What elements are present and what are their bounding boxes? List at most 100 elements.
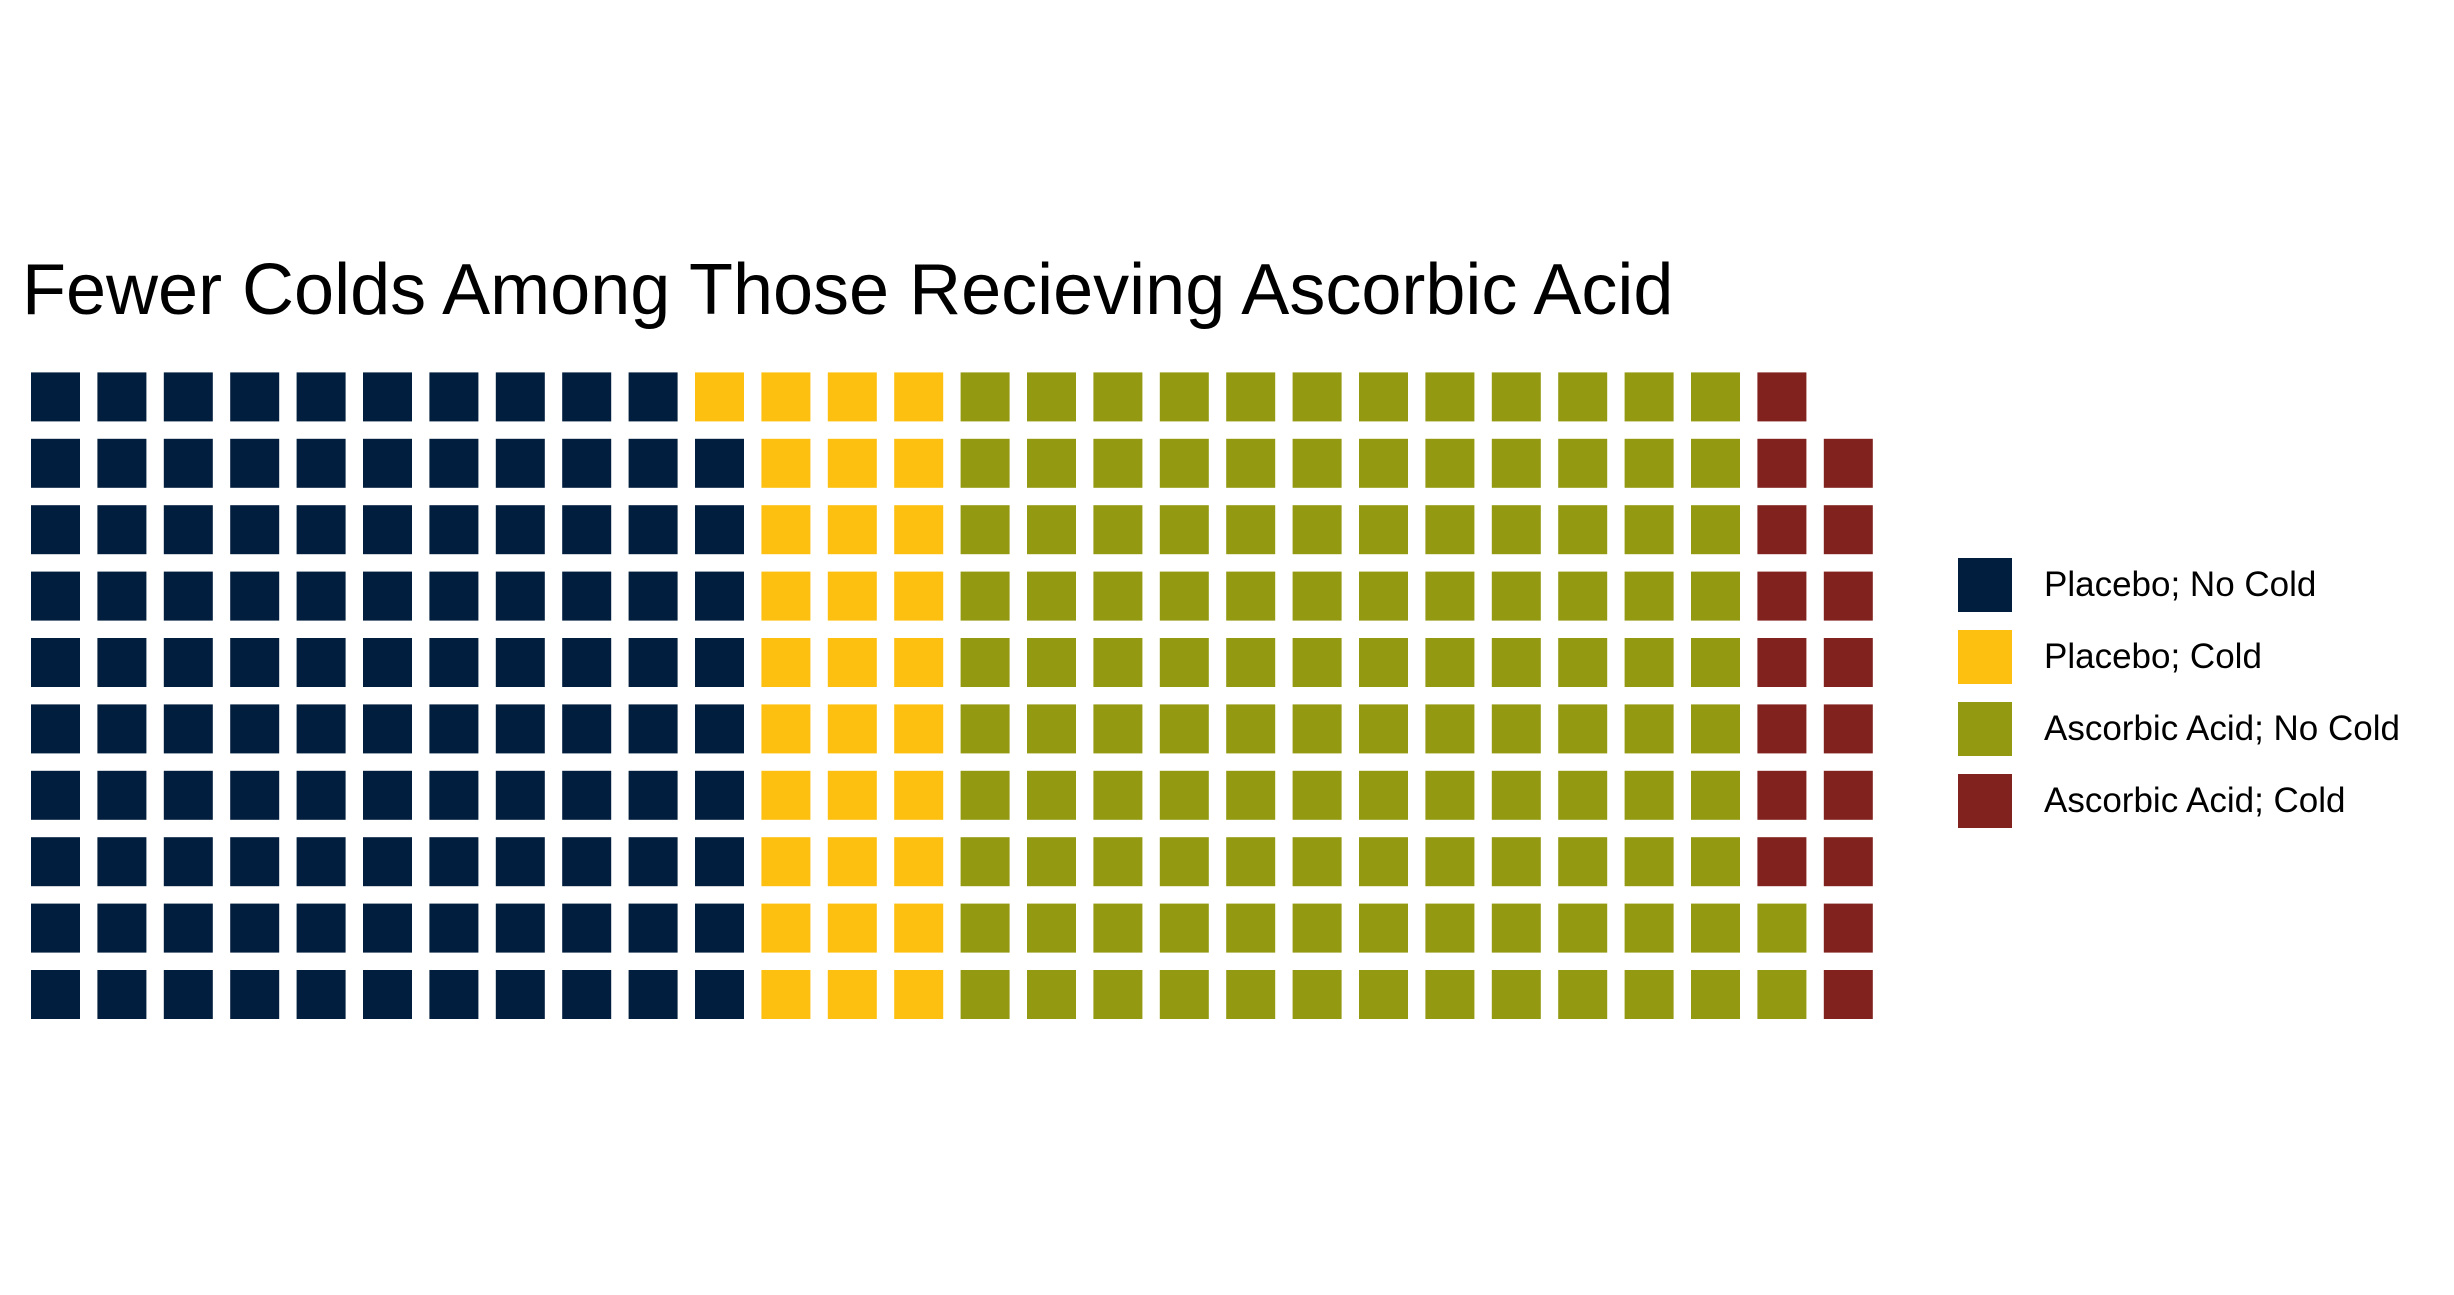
waffle-cell <box>1624 903 1674 953</box>
waffle-cell <box>894 770 944 820</box>
waffle-cell <box>1691 638 1740 687</box>
waffle-cell <box>1159 903 1209 953</box>
waffle-cell <box>1093 505 1143 555</box>
waffle-cell <box>296 571 346 621</box>
waffle-cell <box>495 571 545 621</box>
waffle-cell <box>1558 970 1608 1019</box>
waffle-cell <box>31 970 80 1019</box>
waffle-cell <box>31 770 80 820</box>
waffle-cell <box>1757 571 1807 621</box>
waffle-cell <box>827 505 877 555</box>
waffle-cell <box>960 837 1010 887</box>
waffle-cell <box>1027 970 1076 1019</box>
waffle-cell <box>1823 903 1873 953</box>
waffle-cell <box>827 970 877 1019</box>
waffle-cell <box>1359 970 1408 1019</box>
waffle-cell <box>1159 837 1209 887</box>
waffle-cell <box>163 638 213 687</box>
waffle-cell <box>761 970 811 1019</box>
waffle-cell <box>97 837 147 887</box>
waffle-cell <box>1292 505 1342 555</box>
waffle-cell <box>1624 638 1674 687</box>
waffle-cell <box>1425 770 1475 820</box>
waffle-cell <box>1757 638 1807 687</box>
waffle-cell <box>761 571 811 621</box>
waffle-cell <box>1823 970 1873 1019</box>
waffle-cell <box>495 505 545 555</box>
waffle-cell <box>1226 505 1276 555</box>
waffle-cell <box>31 638 80 687</box>
waffle-cell <box>628 903 678 953</box>
waffle-cell <box>230 372 280 422</box>
waffle-cell <box>1558 638 1608 687</box>
waffle-cell <box>1292 704 1342 754</box>
waffle-cell <box>894 505 944 555</box>
waffle-cell <box>1093 770 1143 820</box>
waffle-cell <box>1558 438 1608 488</box>
waffle-cell <box>1691 372 1740 422</box>
waffle-cell <box>695 970 744 1019</box>
waffle-cell <box>163 770 213 820</box>
waffle-cell <box>960 704 1010 754</box>
waffle-cell <box>827 704 877 754</box>
waffle-cell <box>1292 438 1342 488</box>
waffle-cell <box>827 903 877 953</box>
waffle-cell <box>1491 372 1541 422</box>
waffle-cell <box>363 903 412 953</box>
waffle-cell <box>163 438 213 488</box>
waffle-cell <box>1159 438 1209 488</box>
waffle-cell <box>695 704 744 754</box>
waffle-cell <box>1757 372 1807 422</box>
waffle-cell <box>1691 438 1740 488</box>
waffle-cell <box>1359 638 1408 687</box>
waffle-cell <box>1624 438 1674 488</box>
waffle-cell <box>562 837 612 887</box>
waffle-cell <box>1226 571 1276 621</box>
waffle-cell <box>495 638 545 687</box>
waffle-cell <box>296 770 346 820</box>
waffle-cell <box>562 970 612 1019</box>
waffle-cell <box>495 372 545 422</box>
waffle-cell <box>1624 571 1674 621</box>
waffle-cell <box>97 770 147 820</box>
waffle-cell <box>1823 704 1873 754</box>
waffle-cell <box>1491 903 1541 953</box>
waffle-cell <box>1027 903 1076 953</box>
waffle-cell <box>894 571 944 621</box>
waffle-cell <box>827 638 877 687</box>
legend-label: Placebo; No Cold <box>2044 565 2317 604</box>
waffle-cell <box>1359 770 1408 820</box>
waffle-cell <box>1757 903 1807 953</box>
waffle-cell <box>230 438 280 488</box>
waffle-cell <box>429 704 479 754</box>
waffle-cell <box>1558 372 1608 422</box>
waffle-cell <box>1159 372 1209 422</box>
legend-label: Ascorbic Acid; Cold <box>2044 781 2346 820</box>
waffle-cell <box>296 903 346 953</box>
waffle-cell <box>1159 770 1209 820</box>
waffle-cell <box>1624 372 1674 422</box>
waffle-cell <box>695 638 744 687</box>
waffle-cell <box>628 770 678 820</box>
waffle-cell <box>1159 505 1209 555</box>
waffle-cell <box>1226 770 1276 820</box>
waffle-cell <box>97 903 147 953</box>
waffle-cell <box>1292 770 1342 820</box>
waffle-cell <box>1027 704 1076 754</box>
waffle-cell <box>628 704 678 754</box>
waffle-cell <box>1624 704 1674 754</box>
waffle-cell <box>230 903 280 953</box>
waffle-cell <box>163 505 213 555</box>
waffle-cell <box>695 571 744 621</box>
waffle-cell <box>429 638 479 687</box>
waffle-cell <box>429 970 479 1019</box>
waffle-cell <box>894 438 944 488</box>
waffle-cell <box>1359 704 1408 754</box>
waffle-cell <box>1027 770 1076 820</box>
waffle-cell <box>495 770 545 820</box>
waffle-cell <box>296 837 346 887</box>
waffle-cell <box>628 638 678 687</box>
waffle-cell <box>97 438 147 488</box>
waffle-cell <box>230 837 280 887</box>
